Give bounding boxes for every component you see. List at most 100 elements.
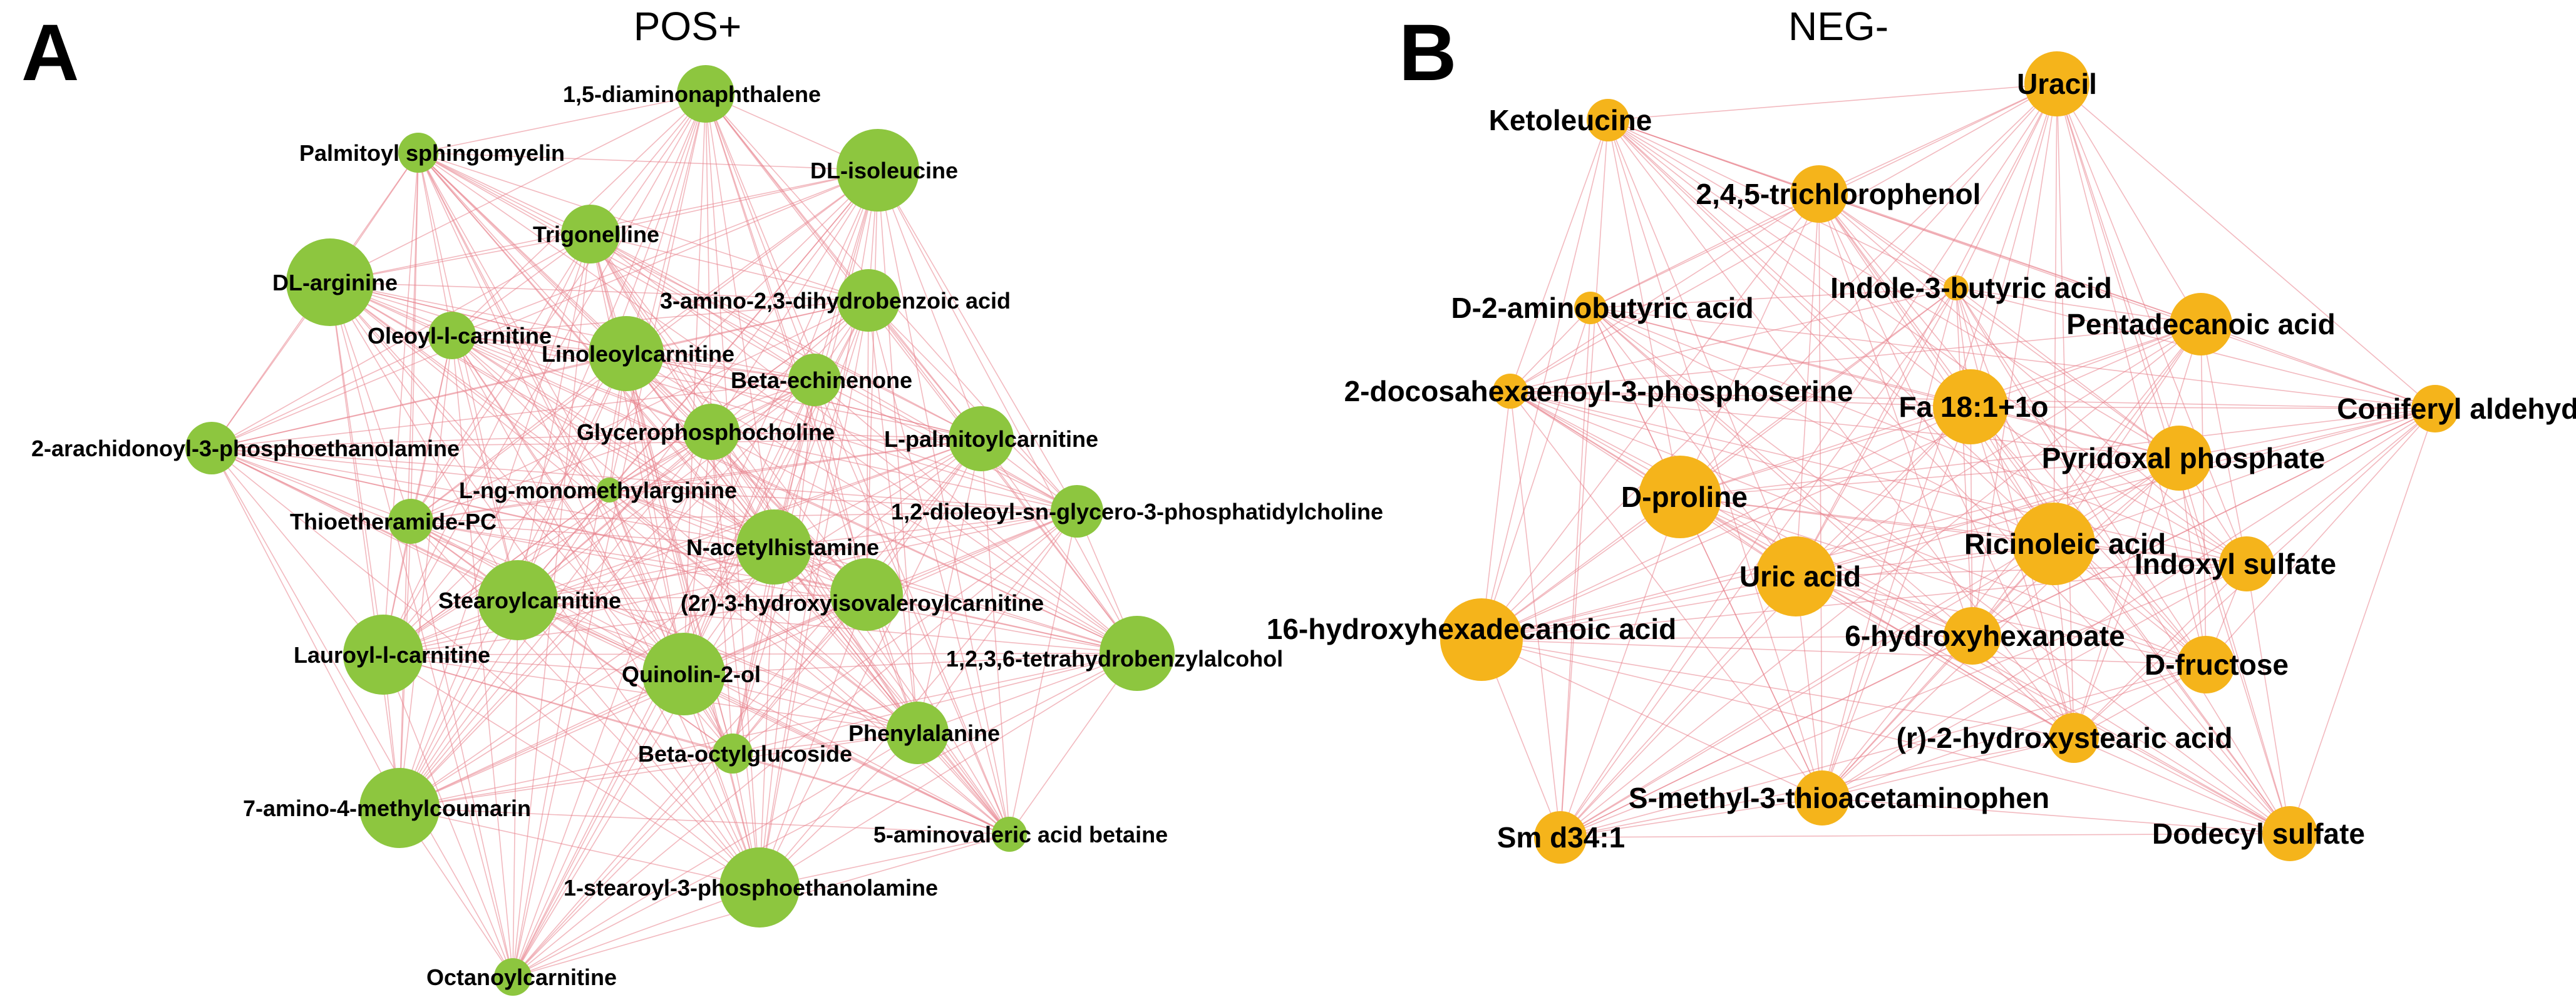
neg-edge [1481, 193, 1820, 640]
neg-edge [1481, 639, 2074, 739]
neg-labels: Uracil Ketoleucine 2,4,5-trichlorophenol In… [1267, 68, 2576, 854]
pos-node-octanoylcarnitine[interactable] [494, 958, 532, 996]
pos-node-trigonelline[interactable] [561, 205, 620, 263]
neg-node-d-aminobutyric-acid[interactable] [1574, 292, 1607, 324]
pos-edge [211, 447, 1138, 654]
pos-edge [410, 233, 591, 522]
pos-node-hydroxyisovaleroylcarnitine[interactable] [830, 558, 903, 631]
pos-edge [383, 654, 513, 978]
pos-edge [732, 753, 1010, 835]
pos-node-linoleoylcarnitine[interactable] [589, 316, 664, 391]
pos-edge [877, 170, 918, 734]
pos-edge [410, 521, 760, 888]
pos-node-thioetheramide-pc[interactable] [388, 499, 433, 544]
pos-edge [866, 300, 869, 595]
neg-node-hydroxyhexadecanoic-acid[interactable] [1440, 598, 1523, 681]
neg-label-dodecyl-sulfate: Dodecyl sulfate [2152, 817, 2365, 850]
pos-node-stearoylcarnitine[interactable] [478, 560, 558, 640]
neg-node-indole-butyric-acid[interactable] [1944, 275, 1969, 300]
pos-node-amino-dihydrobenzoic-acid[interactable] [837, 269, 900, 332]
neg-node-indoxyl-sulfate[interactable] [2219, 536, 2274, 591]
pos-edge [517, 600, 1138, 654]
pos-edge [590, 233, 815, 381]
neg-node-ricinoleic-acid[interactable] [2012, 503, 2095, 585]
pos-edge [211, 353, 627, 449]
neg-label-d-aminobutyric-acid: D-2-aminobutyric acid [1451, 292, 1753, 324]
pos-nodes [185, 65, 1175, 996]
neg-node-uric-acid[interactable] [1756, 536, 1836, 616]
pos-edge [399, 152, 419, 809]
neg-node-dodecyl-sulfate[interactable] [2262, 806, 2317, 861]
pos-node-n-acetylhistamine[interactable] [736, 509, 811, 585]
pos-node-arachidonoyl-phosphoethanolamine[interactable] [185, 422, 238, 474]
pos-node-diaminonaphthalene[interactable] [677, 65, 734, 123]
neg-edge [2200, 324, 2436, 409]
neg-edge [1679, 496, 1823, 799]
pos-node-glycerophosphocholine[interactable] [683, 404, 739, 460]
pos-node-l-ng-monomethylarginine[interactable] [597, 478, 622, 503]
pos-node-lauroyl-l-carnitine[interactable] [343, 615, 423, 695]
neg-edge [1970, 83, 2058, 407]
panel-a: A POS+ 1,5-diaminonaphthalene Palmitoyl s… [21, 4, 1383, 996]
neg-node-fa-18-1[interactable] [1933, 369, 2008, 444]
pos-edge [590, 233, 869, 301]
pos-edge [399, 511, 1078, 809]
neg-node-uracil[interactable] [2024, 51, 2089, 116]
neg-edge [1821, 563, 2247, 799]
pos-node-l-palmitoylcarnitine[interactable] [949, 406, 1014, 471]
neg-edge [1795, 193, 1820, 577]
pos-node-dl-arginine[interactable] [286, 238, 374, 326]
neg-edge [1795, 324, 2202, 577]
pos-node-palmitoyl-sphingomyelin[interactable] [398, 133, 438, 173]
neg-edge [1560, 797, 1823, 838]
pos-node-phenylalanine[interactable] [886, 702, 949, 764]
neg-node-trichlorophenol[interactable] [1790, 165, 1848, 223]
pos-edge [410, 438, 982, 522]
neg-edge [2073, 563, 2247, 739]
pos-edge [410, 511, 1078, 522]
neg-node-d-fructose[interactable] [2177, 636, 2235, 693]
neg-edge [1510, 120, 1609, 392]
pos-edge [211, 335, 453, 449]
neg-edge [2056, 83, 2074, 739]
neg-node-pentadecanoic-acid[interactable] [2170, 293, 2232, 355]
neg-node-hydroxyhexanoate[interactable] [1944, 607, 2001, 665]
pos-node-tetrahydrobenzylalcohol[interactable] [1100, 616, 1175, 691]
pos-edge [683, 653, 1138, 675]
neg-edge [1679, 496, 2247, 565]
pos-node-amino-methylcoumarin[interactable] [359, 768, 440, 848]
pos-edge [814, 379, 1010, 835]
pos-edge [877, 170, 1010, 835]
neg-node-docosahexaenoyl-phosphoserine[interactable] [1493, 374, 1528, 409]
neg-node-ketoleucine[interactable] [1587, 99, 1629, 141]
neg-edge [1481, 635, 1973, 640]
pos-edge [517, 353, 627, 601]
pos-edge [866, 170, 878, 595]
neg-node-d-proline[interactable] [1639, 456, 1721, 538]
pos-node-beta-echinenone[interactable] [788, 354, 841, 406]
pos-edge [410, 521, 918, 734]
pos-edge [418, 152, 610, 491]
pos-node-aminovaleric-acid-betaine[interactable] [992, 817, 1027, 852]
pos-label-stearoyl-phosphoethanolamine: 1-stearoyl-3-phosphoethanolamine [564, 875, 938, 901]
neg-node-hydroxystearic-acid[interactable] [2049, 713, 2099, 763]
pos-edge [451, 335, 513, 978]
pos-node-dl-isoleucine[interactable] [837, 129, 919, 212]
neg-node-coniferyl-aldehyde[interactable] [2411, 385, 2459, 432]
pos-edge [877, 170, 1138, 654]
neg-edge [1795, 576, 2290, 834]
pos-label-lauroyl-l-carnitine: Lauroyl-l-carnitine [294, 642, 490, 668]
pos-node-quinolin-2-ol[interactable] [642, 633, 725, 715]
neg-label-uric-acid: Uric acid [1739, 560, 1861, 593]
neg-edge [1607, 120, 1823, 799]
pos-node-oleoyl-l-carnitine[interactable] [428, 312, 476, 359]
pos-node-dioleoyl-phosphatidylcholine[interactable] [1051, 485, 1103, 538]
neg-label-fa-18-1: Fa 18:1+1o [1899, 391, 2048, 423]
neg-node-s-methyl-thioacetaminophen[interactable] [1795, 770, 1850, 826]
neg-edge [1821, 406, 1971, 799]
pos-node-beta-octylglucoside[interactable] [713, 734, 753, 774]
neg-node-pyridoxal-phosphate[interactable] [2146, 426, 2212, 491]
pos-edge [590, 233, 1138, 654]
pos-node-stearoyl-phosphoethanolamine[interactable] [719, 847, 800, 928]
neg-node-sm-d34-1[interactable] [1534, 811, 1587, 864]
